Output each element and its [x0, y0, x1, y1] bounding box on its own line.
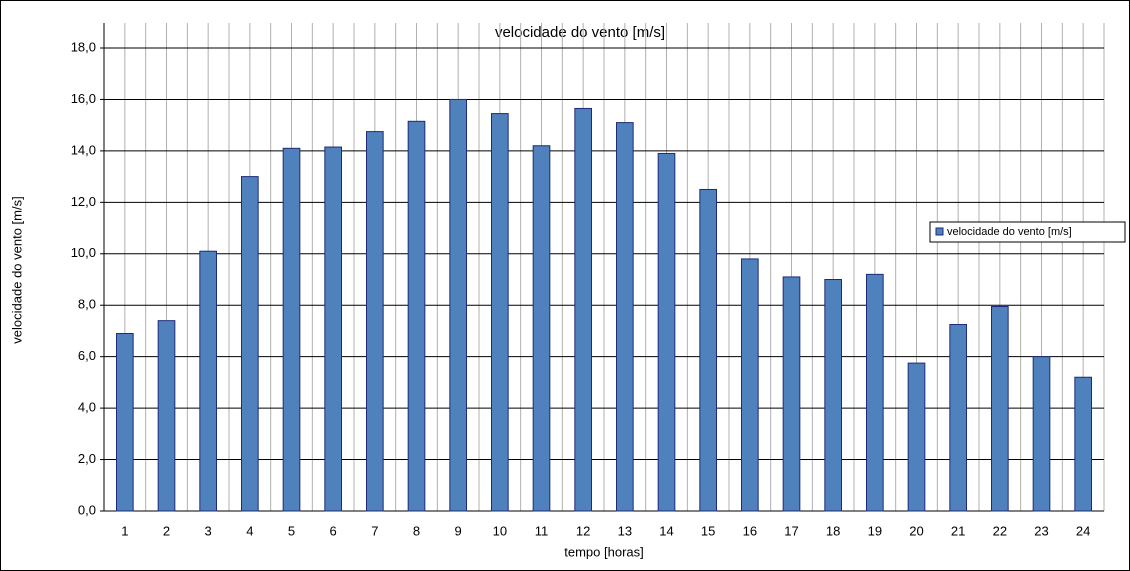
y-axis-label: velocidade do vento [m/s] [9, 196, 24, 343]
x-tick-label: 5 [288, 523, 295, 538]
bar [157, 320, 176, 512]
x-axis-label: tempo [horas] [564, 544, 644, 559]
bar [657, 152, 676, 512]
x-tick-label: 7 [371, 523, 378, 538]
y-tick-label: 0,0 [78, 502, 96, 517]
x-tick-label: 24 [1076, 523, 1090, 538]
y-tick-label: 4,0 [78, 400, 96, 415]
chart-title: velocidade do vento [m/s] [495, 24, 665, 41]
bar [532, 145, 551, 512]
x-tick-label: 16 [743, 523, 757, 538]
x-tick-label: 12 [576, 523, 590, 538]
legend-label: velocidade do vento [m/s] [947, 226, 1072, 238]
legend-box [929, 221, 1126, 243]
x-tick-label: 3 [205, 523, 212, 538]
x-tick-label: 8 [413, 523, 420, 538]
bar [1032, 356, 1051, 512]
y-tick-label: 16,0 [71, 91, 96, 106]
x-tick-label: 19 [868, 523, 882, 538]
bar [699, 188, 717, 512]
y-tick-label: 10,0 [71, 245, 96, 260]
x-tick-label: 15 [701, 523, 715, 538]
bar [449, 98, 468, 512]
x-tick-label: 6 [330, 523, 337, 538]
bar [282, 147, 301, 512]
bar [407, 120, 426, 512]
y-tick-label: 2,0 [78, 451, 96, 466]
legend-swatch [935, 227, 944, 236]
bar [824, 279, 842, 512]
bar [116, 333, 134, 512]
bar [616, 122, 634, 512]
bar [949, 324, 967, 512]
bar [574, 107, 592, 512]
y-tick-label: 18,0 [71, 39, 96, 54]
y-tick-label: 14,0 [71, 142, 96, 157]
x-tick-label: 18 [826, 523, 840, 538]
bar [199, 250, 217, 512]
x-tick-label: 10 [493, 523, 507, 538]
bar [366, 131, 384, 512]
bar [491, 113, 509, 512]
x-tick-label: 2 [163, 523, 170, 538]
x-tick-label: 20 [909, 523, 923, 538]
y-tick-label: 6,0 [78, 348, 96, 363]
bar [741, 258, 759, 512]
bar [324, 146, 343, 512]
y-tick-label: 8,0 [78, 297, 96, 312]
x-tick-label: 13 [618, 523, 632, 538]
y-tick-label: 12,0 [71, 194, 96, 209]
bar [1074, 376, 1093, 512]
x-tick-label: 11 [535, 523, 549, 538]
x-tick-label: 14 [659, 523, 673, 538]
x-tick-label: 21 [951, 523, 965, 538]
x-tick-label: 17 [784, 523, 798, 538]
bar [241, 176, 259, 512]
bar [782, 276, 801, 512]
x-tick-label: 9 [455, 523, 462, 538]
bar [907, 362, 926, 512]
x-tick-label: 22 [993, 523, 1007, 538]
x-tick-label: 1 [121, 523, 128, 538]
x-tick-label: 23 [1034, 523, 1048, 538]
bar [991, 306, 1009, 512]
x-tick-label: 4 [246, 523, 253, 538]
bar [866, 273, 884, 512]
